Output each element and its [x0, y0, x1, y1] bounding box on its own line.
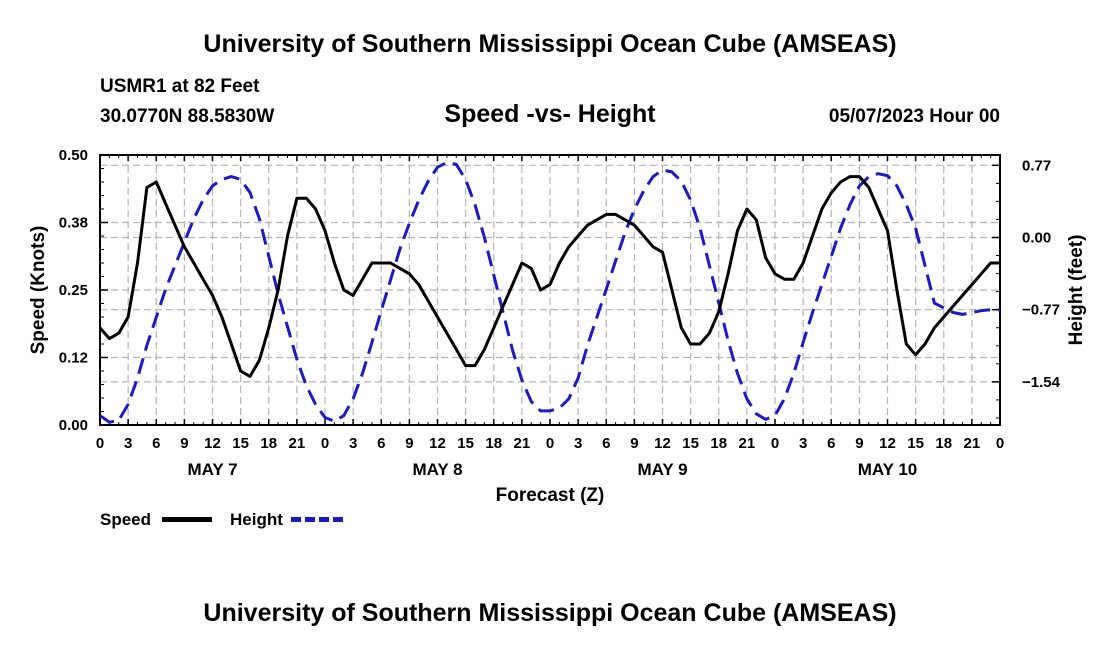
- series-line-height: [100, 161, 1000, 424]
- x-tick-label: 12: [204, 435, 221, 452]
- x-tick-label: 12: [429, 435, 446, 452]
- x-tick-label: 6: [827, 435, 835, 452]
- x-tick-label: 0: [96, 435, 104, 452]
- x-tick-label: 21: [739, 435, 756, 452]
- x-day-label: MAY 8: [412, 460, 462, 479]
- top-title: University of Southern Mississippi Ocean…: [203, 30, 897, 58]
- x-axis-title: Forecast (Z): [496, 485, 605, 506]
- bottom-title: University of Southern Mississippi Ocean…: [203, 599, 897, 627]
- series-line-speed: [100, 175, 1000, 378]
- x-tick-label: 18: [935, 435, 952, 452]
- legend-height-label: Height: [230, 510, 283, 529]
- x-tick-label: 6: [377, 435, 385, 452]
- x-tick-label: 0: [771, 435, 779, 452]
- x-tick-label: 3: [799, 435, 807, 452]
- x-tick-label: 15: [232, 435, 249, 452]
- x-tick-label: 0: [321, 435, 329, 452]
- station-label: USMR1 at 82 Feet: [100, 76, 260, 97]
- x-day-label: MAY 9: [637, 460, 687, 479]
- x-day-label: MAY 10: [858, 460, 918, 479]
- x-tick-label: 15: [682, 435, 699, 452]
- legend-height-swatch: [291, 517, 343, 522]
- x-tick-label: 18: [260, 435, 277, 452]
- y-axis-title: Speed (Knots): [28, 226, 49, 355]
- coordinates-label: 30.0770N 88.5830W: [100, 106, 275, 127]
- x-tick-label: 21: [289, 435, 306, 452]
- chart-subtitle: Speed -vs- Height: [444, 100, 656, 128]
- legend-speed-label: Speed: [100, 510, 152, 529]
- y2-tick-label: −0.77: [1022, 302, 1060, 319]
- y-tick-label: 0.12: [59, 350, 88, 367]
- x-tick-label: 21: [964, 435, 981, 452]
- x-tick-label: 12: [654, 435, 671, 452]
- x-tick-label: 21: [514, 435, 531, 452]
- y2-tick-label: 0.77: [1022, 157, 1051, 174]
- x-tick-label: 6: [152, 435, 160, 452]
- x-tick-label: 9: [855, 435, 863, 452]
- x-tick-label: 9: [180, 435, 188, 452]
- x-tick-label: 18: [485, 435, 502, 452]
- y2-tick-label: −1.54: [1022, 374, 1061, 391]
- y-tick-label: 0.38: [59, 215, 88, 232]
- x-tick-label: 15: [907, 435, 924, 452]
- x-tick-label: 6: [602, 435, 610, 452]
- y-tick-label: 0.25: [59, 282, 88, 299]
- y2-tick-label: 0.00: [1022, 230, 1051, 247]
- x-tick-label: 0: [996, 435, 1004, 452]
- legend-speed-swatch: [162, 517, 212, 522]
- x-tick-label: 9: [630, 435, 638, 452]
- x-tick-label: 18: [710, 435, 727, 452]
- x-tick-label: 3: [124, 435, 132, 452]
- forecast-date: 05/07/2023 Hour 00: [828, 106, 1000, 127]
- x-tick-label: 15: [457, 435, 474, 452]
- y2-axis-title: Height (feet): [1066, 235, 1087, 346]
- x-day-label: MAY 7: [187, 460, 237, 479]
- x-tick-label: 9: [405, 435, 413, 452]
- x-tick-label: 3: [574, 435, 582, 452]
- y-tick-label: 0.00: [59, 417, 88, 434]
- x-tick-label: 3: [349, 435, 357, 452]
- x-tick-label: 12: [879, 435, 896, 452]
- y-tick-label: 0.50: [59, 147, 88, 164]
- x-tick-label: 0: [546, 435, 554, 452]
